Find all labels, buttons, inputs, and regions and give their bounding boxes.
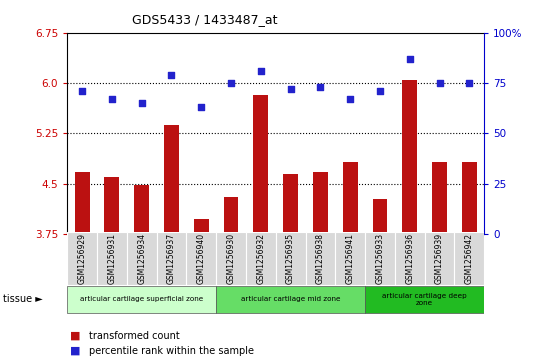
Bar xyxy=(372,199,387,234)
Bar xyxy=(402,80,417,234)
Bar xyxy=(313,172,328,234)
Bar xyxy=(253,95,268,234)
Text: GDS5433 / 1433487_at: GDS5433 / 1433487_at xyxy=(132,13,277,26)
Text: ■: ■ xyxy=(70,331,81,341)
Text: GSM1256940: GSM1256940 xyxy=(197,233,206,285)
Text: GSM1256936: GSM1256936 xyxy=(405,233,414,285)
Point xyxy=(286,86,295,92)
Point xyxy=(197,104,206,110)
Bar xyxy=(283,174,298,234)
Bar xyxy=(432,162,447,234)
Bar xyxy=(104,177,119,234)
Text: GSM1256942: GSM1256942 xyxy=(465,233,474,284)
Point xyxy=(465,80,473,86)
Bar xyxy=(462,162,477,234)
Point xyxy=(257,68,265,74)
Bar xyxy=(194,219,209,234)
Bar xyxy=(127,232,157,285)
Point xyxy=(167,72,176,78)
Point xyxy=(406,56,414,62)
Text: articular cartilage mid zone: articular cartilage mid zone xyxy=(241,297,341,302)
Bar xyxy=(395,232,424,285)
Bar xyxy=(75,172,90,234)
Text: GSM1256941: GSM1256941 xyxy=(346,233,355,284)
Text: articular cartilage superficial zone: articular cartilage superficial zone xyxy=(80,297,203,302)
Text: GSM1256938: GSM1256938 xyxy=(316,233,325,284)
Text: GSM1256939: GSM1256939 xyxy=(435,233,444,285)
Text: tissue ►: tissue ► xyxy=(3,294,43,305)
Bar xyxy=(455,232,484,285)
Bar xyxy=(424,232,455,285)
Bar xyxy=(365,232,395,285)
Point xyxy=(108,96,116,102)
Bar xyxy=(134,185,149,234)
Text: transformed count: transformed count xyxy=(89,331,180,341)
Text: GSM1256937: GSM1256937 xyxy=(167,233,176,285)
Text: GSM1256932: GSM1256932 xyxy=(256,233,265,284)
Point xyxy=(376,88,384,94)
Text: GSM1256935: GSM1256935 xyxy=(286,233,295,285)
Point xyxy=(435,80,444,86)
Bar xyxy=(224,197,238,234)
Text: ■: ■ xyxy=(70,346,81,356)
Point xyxy=(226,80,235,86)
Bar xyxy=(186,232,216,285)
FancyBboxPatch shape xyxy=(365,286,484,313)
Text: GSM1256931: GSM1256931 xyxy=(108,233,116,284)
FancyBboxPatch shape xyxy=(67,286,216,313)
Bar xyxy=(97,232,127,285)
Point xyxy=(316,84,325,90)
Bar xyxy=(275,232,306,285)
Bar xyxy=(306,232,335,285)
Point xyxy=(137,100,146,106)
Bar xyxy=(164,125,179,234)
Text: GSM1256929: GSM1256929 xyxy=(77,233,87,284)
Text: percentile rank within the sample: percentile rank within the sample xyxy=(89,346,254,356)
FancyBboxPatch shape xyxy=(216,286,365,313)
Point xyxy=(78,88,87,94)
Bar xyxy=(216,232,246,285)
Bar xyxy=(246,232,275,285)
Text: GSM1256933: GSM1256933 xyxy=(376,233,385,285)
Text: GSM1256934: GSM1256934 xyxy=(137,233,146,285)
Text: articular cartilage deep
zone: articular cartilage deep zone xyxy=(383,293,467,306)
Point xyxy=(346,96,355,102)
Bar xyxy=(157,232,186,285)
Bar xyxy=(335,232,365,285)
Bar xyxy=(67,232,97,285)
Text: GSM1256930: GSM1256930 xyxy=(226,233,236,285)
Bar xyxy=(343,162,358,234)
